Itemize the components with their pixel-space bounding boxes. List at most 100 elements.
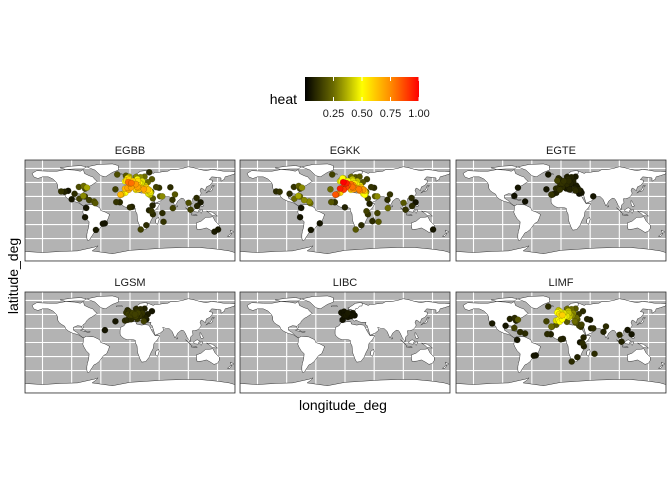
- data-point: [158, 193, 166, 200]
- facet-strip-label: EGTE: [546, 145, 576, 157]
- data-point: [386, 191, 394, 198]
- legend-ticks: 0.25 0.50 0.75 1.00: [323, 77, 430, 120]
- data-point: [367, 183, 375, 191]
- data-point: [344, 309, 352, 317]
- data-point: [160, 218, 167, 226]
- data-point: [171, 191, 179, 198]
- data-point: [384, 204, 392, 212]
- data-point: [530, 352, 538, 359]
- panel-plot-area: [240, 292, 450, 393]
- data-point: [113, 171, 121, 178]
- data-point: [68, 195, 75, 203]
- legend-tick-label: 1.00: [408, 108, 429, 120]
- panel-border: [24, 291, 236, 394]
- panel-border: [239, 291, 451, 394]
- data-point: [579, 339, 586, 347]
- data-point: [544, 171, 552, 178]
- facet-panels: EGBB EGKK EGTE LGSM LIBC LIMF: [24, 145, 667, 394]
- data-point: [167, 184, 174, 191]
- data-point: [117, 191, 124, 198]
- data-point: [327, 186, 334, 193]
- data-point: [276, 188, 283, 196]
- data-point: [80, 192, 87, 200]
- data-point: [402, 206, 409, 214]
- data-point: [82, 204, 90, 212]
- panel-plot-area: [25, 292, 235, 393]
- data-point: [358, 221, 365, 229]
- data-point: [143, 221, 150, 229]
- data-point: [355, 185, 363, 193]
- data-point: [316, 220, 324, 227]
- data-point: [408, 202, 416, 210]
- data-point: [543, 318, 550, 325]
- data-point: [193, 194, 200, 202]
- data-point: [101, 326, 109, 334]
- data-point: [513, 336, 521, 344]
- data-point: [140, 185, 148, 193]
- data-point: [169, 204, 177, 212]
- y-axis-title: latitude_deg: [5, 238, 21, 314]
- data-point: [328, 171, 336, 178]
- data-point: [373, 193, 381, 200]
- facet-strip-label: EGKK: [330, 145, 361, 157]
- facet-strip-label: LIMF: [548, 277, 573, 289]
- data-point: [514, 316, 522, 323]
- data-point: [574, 353, 581, 361]
- data-point: [159, 209, 166, 217]
- data-point: [618, 338, 625, 346]
- data-point: [544, 303, 552, 310]
- data-point: [548, 323, 555, 330]
- data-point: [286, 190, 293, 198]
- data-point: [400, 199, 407, 207]
- world-land: [456, 164, 666, 261]
- data-point: [152, 183, 160, 191]
- data-point: [374, 209, 381, 217]
- data-point: [571, 317, 579, 325]
- legend-tick-label: 0.75: [380, 108, 401, 120]
- data-point: [332, 191, 339, 198]
- facet-strip-label: LIBC: [333, 277, 358, 289]
- data-point: [384, 196, 391, 204]
- data-point: [341, 204, 349, 211]
- data-point: [600, 328, 607, 336]
- panel-border: [24, 159, 236, 262]
- data-point: [298, 184, 306, 191]
- data-point: [580, 334, 587, 341]
- data-point: [578, 321, 585, 328]
- data-point: [583, 315, 591, 323]
- data-point: [560, 177, 568, 185]
- data-point: [488, 320, 496, 327]
- panel-border: [455, 159, 667, 262]
- data-point: [126, 204, 134, 211]
- legend-tick-label: 0.25: [323, 108, 344, 120]
- data-point: [149, 202, 156, 209]
- data-point: [516, 328, 524, 336]
- data-point: [131, 311, 139, 318]
- data-point: [543, 186, 550, 193]
- data-point: [81, 213, 89, 221]
- panel-plot-area: [456, 160, 666, 261]
- data-point: [408, 194, 415, 202]
- data-point: [295, 192, 302, 200]
- facet-panel-egte: EGTE: [455, 145, 667, 262]
- panel-border: [239, 159, 451, 262]
- data-point: [336, 185, 344, 192]
- data-point: [591, 350, 598, 358]
- data-point: [83, 184, 91, 191]
- data-point: [92, 226, 100, 234]
- facet-strip-label: EGBB: [115, 145, 146, 157]
- data-point: [616, 331, 623, 339]
- data-point: [628, 331, 635, 338]
- data-point: [193, 202, 201, 210]
- panel-plot-area: [240, 160, 450, 261]
- data-point: [556, 186, 564, 194]
- data-point: [99, 220, 107, 227]
- data-point: [297, 204, 305, 212]
- data-point: [296, 213, 304, 221]
- data-point: [339, 178, 347, 186]
- data-point: [589, 193, 597, 200]
- data-point: [211, 228, 218, 236]
- data-point: [169, 196, 176, 204]
- data-point: [307, 226, 315, 234]
- facet-panel-egkk: EGKK: [239, 145, 451, 262]
